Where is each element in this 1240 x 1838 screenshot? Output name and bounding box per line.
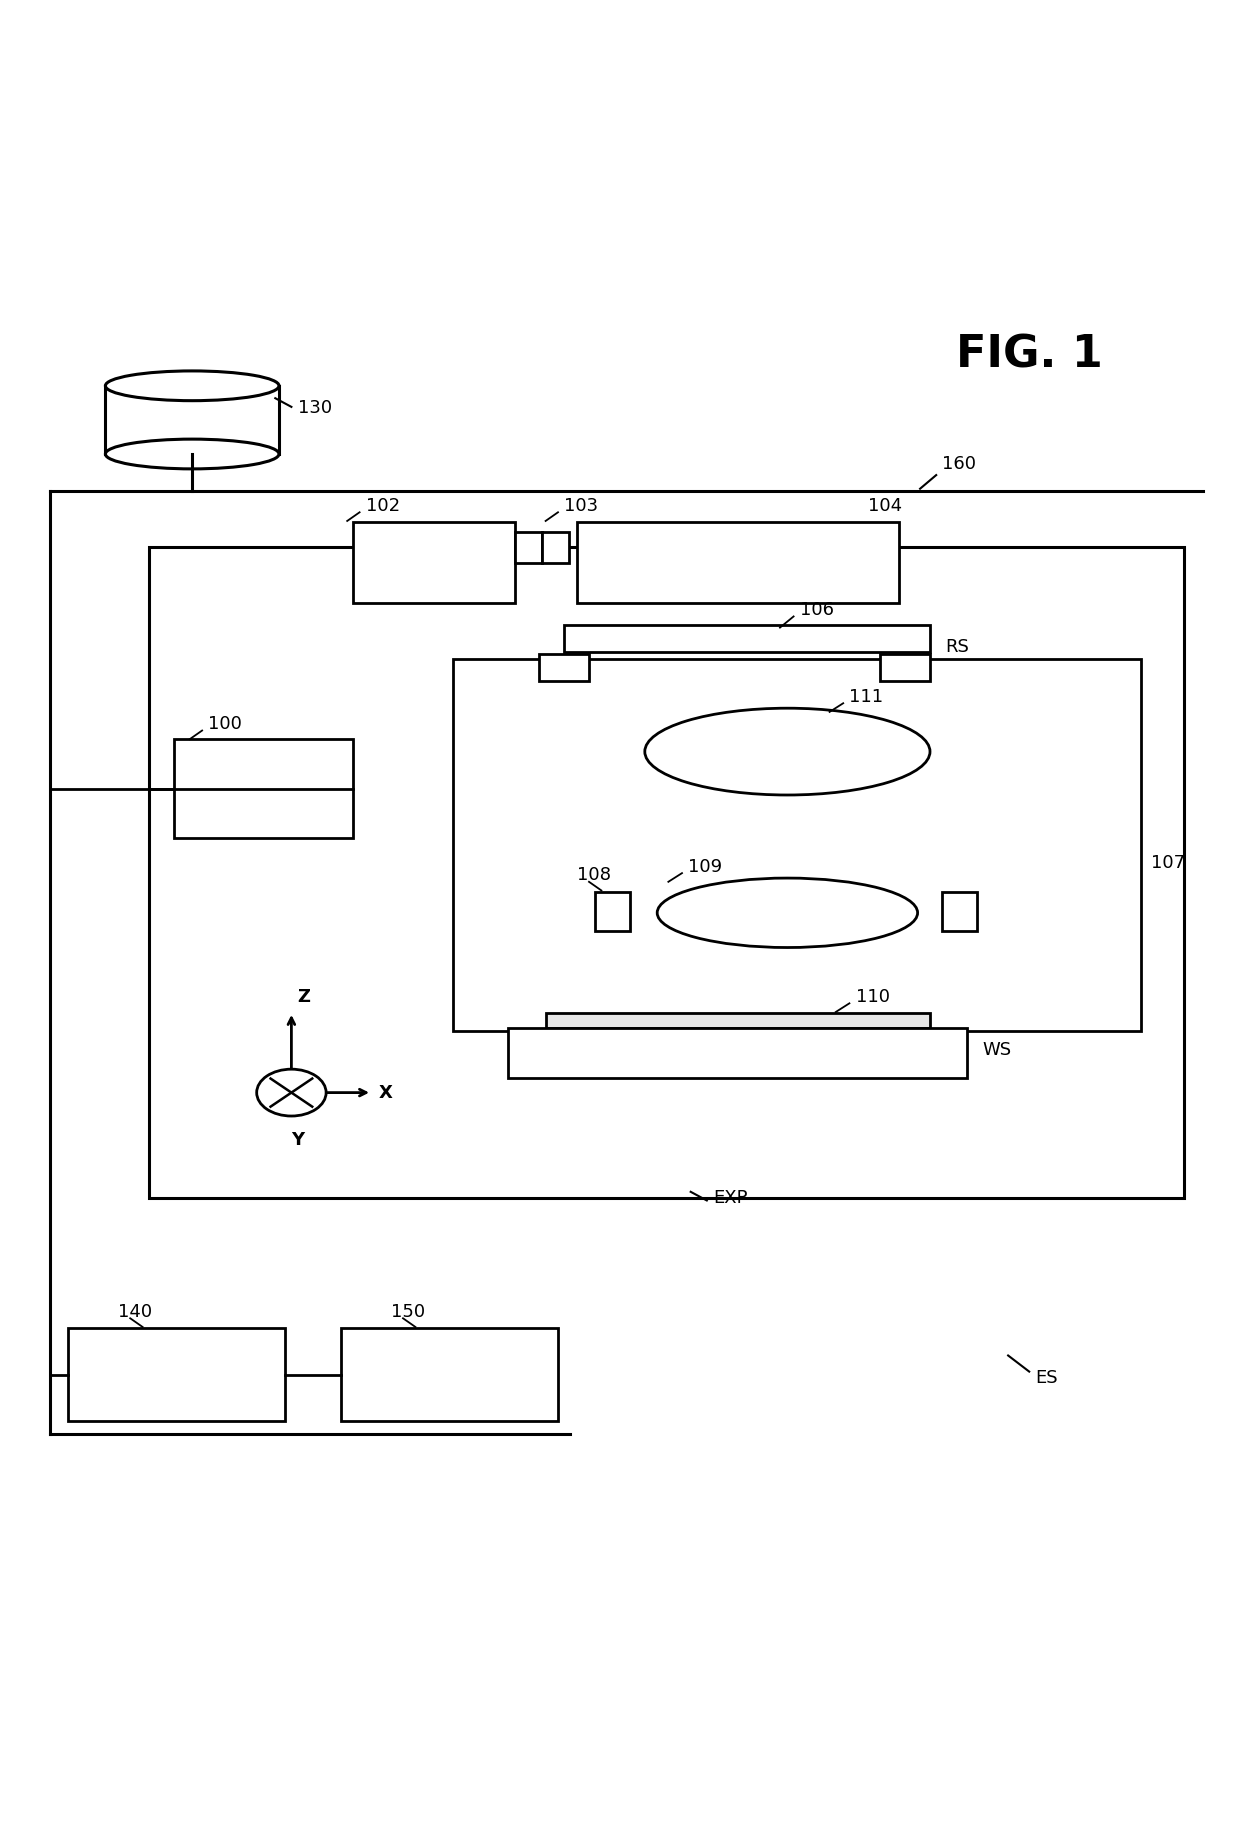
Text: 130: 130	[298, 399, 332, 417]
Ellipse shape	[645, 708, 930, 796]
Bar	[149, 548, 1184, 1198]
Text: 140: 140	[118, 1303, 153, 1322]
Bar	[353, 522, 515, 603]
Bar	[880, 654, 930, 680]
Text: 109: 109	[688, 858, 723, 875]
Ellipse shape	[657, 879, 918, 948]
Text: FIG. 1: FIG. 1	[956, 333, 1102, 377]
Ellipse shape	[105, 439, 279, 469]
Text: Z: Z	[298, 987, 310, 1005]
Text: 102: 102	[366, 496, 401, 515]
Text: 108: 108	[577, 866, 610, 884]
Text: RS: RS	[945, 638, 968, 656]
Text: 106: 106	[800, 601, 833, 619]
Bar	[105, 386, 279, 454]
Bar	[542, 531, 569, 562]
Bar	[546, 1013, 930, 1027]
Ellipse shape	[105, 371, 279, 401]
Bar	[539, 654, 589, 680]
Bar	[453, 658, 1141, 1031]
Text: ES: ES	[1035, 1369, 1058, 1388]
Ellipse shape	[257, 1070, 326, 1116]
Text: 107: 107	[1151, 855, 1185, 873]
Bar	[341, 1329, 558, 1421]
Text: 111: 111	[849, 687, 884, 706]
Text: WS: WS	[982, 1042, 1011, 1059]
Text: EXP: EXP	[713, 1189, 748, 1208]
Bar	[564, 625, 930, 652]
Text: Y: Y	[291, 1130, 304, 1149]
Text: 100: 100	[208, 715, 242, 733]
Bar	[942, 891, 977, 932]
Text: X: X	[378, 1084, 392, 1101]
Text: 160: 160	[942, 454, 976, 472]
Text: 104: 104	[868, 496, 903, 515]
Text: 110: 110	[856, 987, 889, 1005]
Bar	[515, 531, 542, 562]
Text: 150: 150	[391, 1303, 425, 1322]
Bar	[508, 1027, 967, 1077]
Text: 103: 103	[564, 496, 599, 515]
Bar	[68, 1329, 285, 1421]
Bar	[577, 522, 899, 603]
Bar	[174, 739, 353, 838]
Bar	[595, 891, 630, 932]
